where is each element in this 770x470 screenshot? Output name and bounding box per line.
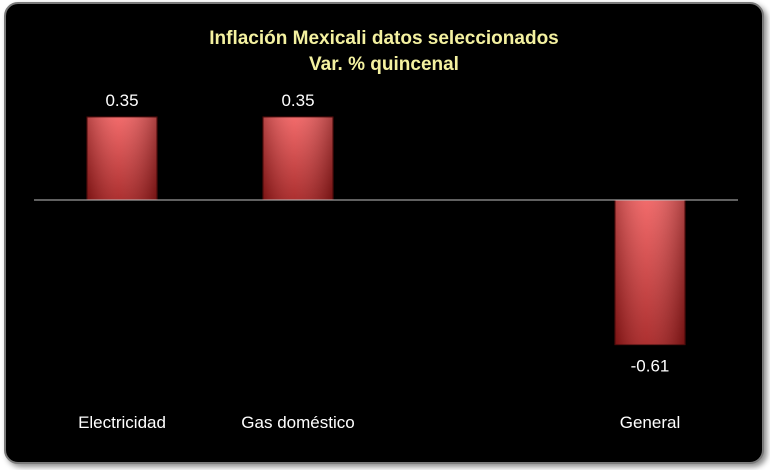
bar-shade [615,200,685,345]
data-label: -0.61 [631,357,670,376]
chart-title: Inflación Mexicali datos seleccionados [209,28,559,49]
data-label: 0.35 [281,91,314,110]
chart-frame: Inflación Mexicali datos seleccionados V… [4,2,764,464]
category-label: General [620,413,680,432]
bar-shade [263,117,333,200]
bars-layer: 0.35 Electricidad 0.35 Gas doméstico -0.61 Ge… [78,91,686,432]
data-label: 0.35 [105,91,138,110]
category-label: Gas doméstico [241,413,354,432]
bar-shade [87,117,157,200]
chart-subtitle: Var. % quincenal [309,54,459,75]
chart-canvas: Inflación Mexicali datos seleccionados V… [34,28,738,432]
category-label: Electricidad [78,413,166,432]
